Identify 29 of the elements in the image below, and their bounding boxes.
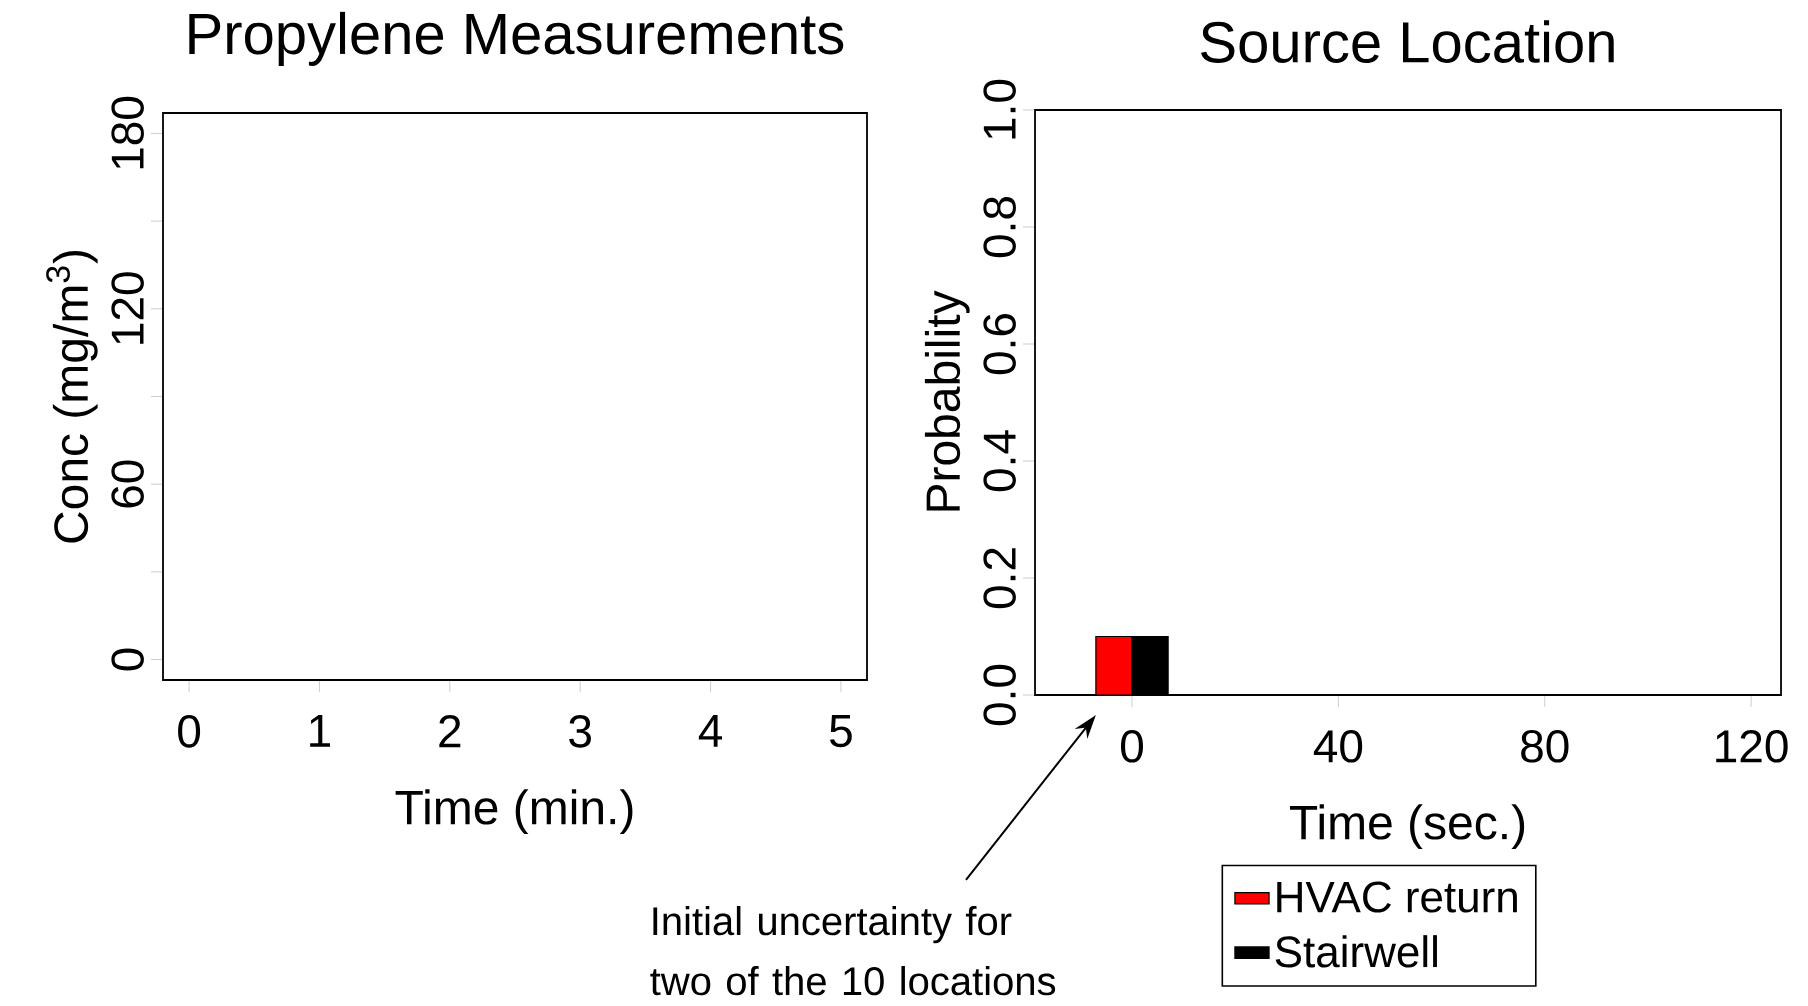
x-tick-label: 80: [1521, 730, 1569, 763]
x-tick-label: 4: [698, 715, 723, 747]
x-tick-label: 40: [1313, 730, 1363, 763]
x-tick-label: 1: [310, 715, 330, 747]
x-tick-label: 0: [178, 715, 201, 748]
x-tick-label: 120: [1716, 730, 1788, 763]
legend-label: HVAC return: [1277, 881, 1517, 913]
text: Initial uncertainty for two of the 10 locations: [650, 906, 1056, 996]
y-tick-label: 60: [111, 460, 144, 508]
x-tick-label: 5: [829, 715, 852, 748]
y-tick-label: 0.8: [983, 197, 1016, 258]
y-tick-label: 0: [111, 648, 144, 671]
y-tick-label: 0.2: [983, 548, 1016, 609]
y-tick-label: 0.6: [983, 314, 1016, 375]
x-tick-label: 0: [1121, 730, 1144, 763]
y-tick-label: 1.0: [983, 79, 1016, 139]
chart-title: Source Location: [1201, 20, 1614, 63]
x-axis-title: Time (min.): [395, 789, 633, 835]
y-axis-title: Conc (mg/m$^{3}$): [46, 250, 98, 543]
y-axis-title: Probability: [924, 290, 970, 511]
y-tick-label: 0.4: [983, 430, 1016, 492]
y-tick-label: 0.0: [983, 664, 1016, 726]
legend-label: Stairwell: [1275, 935, 1437, 968]
x-axis-title: Time (sec.): [1289, 804, 1525, 850]
y-tick-label: 120: [111, 272, 144, 344]
x-tick-label: 2: [439, 715, 461, 748]
x-tick-label: 3: [569, 715, 591, 748]
chart-title: Propylene Measurements: [189, 11, 844, 66]
y-tick-label: 180: [111, 96, 144, 169]
